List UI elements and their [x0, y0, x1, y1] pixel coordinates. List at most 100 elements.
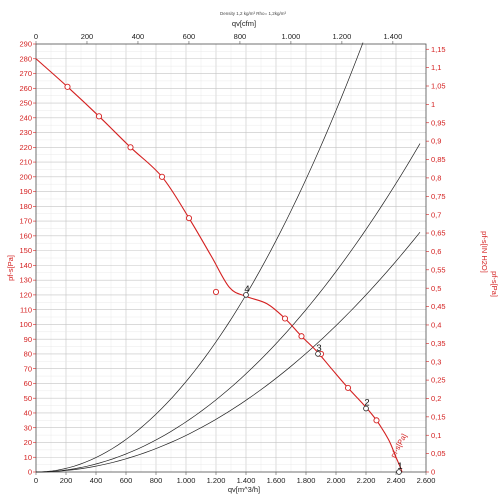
- plot-frame: [35, 43, 427, 473]
- y-left-tick-label: 260: [19, 84, 32, 93]
- x-top-tick-label: 0: [34, 32, 38, 41]
- y-right-tick-label: 0,3: [431, 357, 441, 366]
- x-top-tick-label: 1.000: [282, 32, 301, 41]
- x-bottom-tick-label: 2.600: [417, 476, 436, 485]
- fan-curve-marker: [158, 173, 166, 180]
- y-left-tick-label: 100: [19, 320, 32, 329]
- y-left-tick-label: 190: [19, 187, 32, 196]
- y-right-tick-label: 0,55: [431, 265, 446, 274]
- y-right-tick-label: 0,6: [431, 247, 441, 256]
- operating-point-2: [363, 405, 369, 412]
- y-right-tick-label: 0,15: [431, 412, 446, 421]
- top-axis-title: qv[cfm]: [232, 19, 256, 28]
- y-left-tick-label: 210: [19, 158, 32, 167]
- y-left-tick-label: 150: [19, 246, 32, 255]
- chart-title: Density 1,2 kg/m³ Rho= 1,2kg/m³: [220, 11, 286, 16]
- y-right-tick-label: 0,35: [431, 339, 446, 348]
- x-top-tick-label: 1.400: [383, 32, 402, 41]
- y-left-tick-label: 140: [19, 261, 32, 270]
- fan-curve-marker: [127, 144, 134, 151]
- y-right-tick-label: 0,5: [431, 284, 441, 293]
- fan-curve-marker: [373, 417, 380, 424]
- y-left-tick-label: 290: [19, 40, 32, 49]
- x-top-tick-label: 200: [81, 32, 94, 41]
- y-left-tick-label: 160: [19, 231, 32, 240]
- y-right-tick-label: 0,85: [431, 155, 446, 164]
- x-bottom-tick-label: 400: [90, 476, 103, 485]
- y-left-tick-label: 240: [19, 113, 32, 122]
- operating-point-label: 4: [244, 284, 249, 295]
- y-left-tick-label: 130: [19, 276, 32, 285]
- y-right-tick-label: 1,05: [431, 82, 446, 91]
- y-left-tick-label: 170: [19, 217, 32, 226]
- y-right-tick-label: 0,7: [431, 210, 441, 219]
- y-left-tick-label: 250: [19, 99, 32, 108]
- bottom-axis-title: qv[m^3/h]: [228, 485, 260, 494]
- y-left-tick-label: 40: [24, 409, 32, 418]
- y-right-tick-label: 1: [431, 100, 435, 109]
- x-bottom-tick-label: 1.000: [177, 476, 196, 485]
- x-bottom-tick-label: 2.200: [357, 476, 376, 485]
- y-left-tick-label: 230: [19, 128, 32, 137]
- y-left-tick-label: 20: [24, 438, 32, 447]
- y-left-tick-label: 80: [24, 350, 32, 359]
- x-bottom-tick-label: 800: [150, 476, 163, 485]
- y-left-tick-label: 30: [24, 423, 32, 432]
- y-right-tick-label: 1,1: [431, 63, 441, 72]
- operating-point-label: 2: [364, 398, 369, 409]
- y-left-tick-label: 50: [24, 394, 32, 403]
- operating-point-4: [243, 292, 249, 298]
- y-right-tick-label: 0,8: [431, 174, 441, 183]
- y-right-tick-label: 0: [431, 468, 435, 477]
- fan-curve-marker: [344, 384, 352, 391]
- y-left-tick-label: 120: [19, 290, 32, 299]
- y-right-tick-label: 0,4: [431, 321, 441, 330]
- x-top-tick-label: 1.200: [332, 32, 351, 41]
- y-right-tick-label: 0,1: [431, 431, 441, 440]
- right-axis-title-inh2o: pf-s[IN H2O]: [480, 231, 489, 273]
- system-curve-3: [35, 143, 421, 473]
- x-bottom-tick-label: 1.600: [267, 476, 286, 485]
- x-bottom-tick-label: 0: [34, 476, 38, 485]
- fan-curve-marker: [95, 113, 103, 120]
- x-bottom-tick-label: 600: [120, 476, 133, 485]
- x-bottom-tick-label: 1.800: [297, 476, 316, 485]
- y-left-tick-label: 110: [20, 305, 32, 314]
- x-top-tick-label: 400: [132, 32, 145, 41]
- y-left-tick-label: 0: [28, 468, 32, 477]
- x-bottom-tick-label: 200: [60, 476, 73, 485]
- y-right-tick-label: 0,75: [431, 192, 446, 201]
- x-bottom-tick-label: 1.200: [207, 476, 226, 485]
- y-right-tick-label: 0,9: [431, 137, 441, 146]
- system-curve-4: [35, 42, 364, 473]
- y-right-tick-label: 0,2: [431, 394, 441, 403]
- system-curve-2: [35, 231, 421, 473]
- y-left-tick-label: 280: [19, 54, 32, 63]
- y-right-tick-label: 0,45: [431, 302, 446, 311]
- y-left-tick-label: 60: [24, 379, 32, 388]
- y-left-tick-label: 180: [19, 202, 32, 211]
- x-bottom-tick-label: 1.400: [237, 476, 256, 485]
- fan-curve-marker: [212, 288, 220, 295]
- y-right-tick-label: 0,95: [431, 118, 446, 127]
- y-right-tick-label: 0,25: [431, 376, 446, 385]
- x-top-tick-label: 600: [183, 32, 196, 41]
- y-right-tick-label: 1,15: [431, 45, 446, 54]
- operating-point-3: [315, 351, 321, 357]
- operating-point-1: [396, 469, 402, 475]
- y-left-tick-label: 90: [24, 335, 32, 344]
- fan-curve-marker: [298, 333, 305, 340]
- x-bottom-tick-label: 2.000: [327, 476, 346, 485]
- y-left-tick-label: 10: [24, 453, 32, 462]
- y-right-tick-label: 0,65: [431, 229, 446, 238]
- x-bottom-tick-label: 2.400: [387, 476, 406, 485]
- right-axis-title-pa: pf-s[Pa]: [490, 271, 499, 297]
- operating-point-label: 3: [316, 343, 321, 354]
- y-left-tick-label: 200: [19, 172, 32, 181]
- x-top-tick-label: 800: [234, 32, 247, 41]
- operating-point-label: 1: [397, 461, 402, 472]
- fan-curve-marker: [281, 315, 289, 322]
- left-axis-title: pf-s[Pa]: [6, 255, 15, 281]
- y-left-tick-label: 70: [24, 364, 32, 373]
